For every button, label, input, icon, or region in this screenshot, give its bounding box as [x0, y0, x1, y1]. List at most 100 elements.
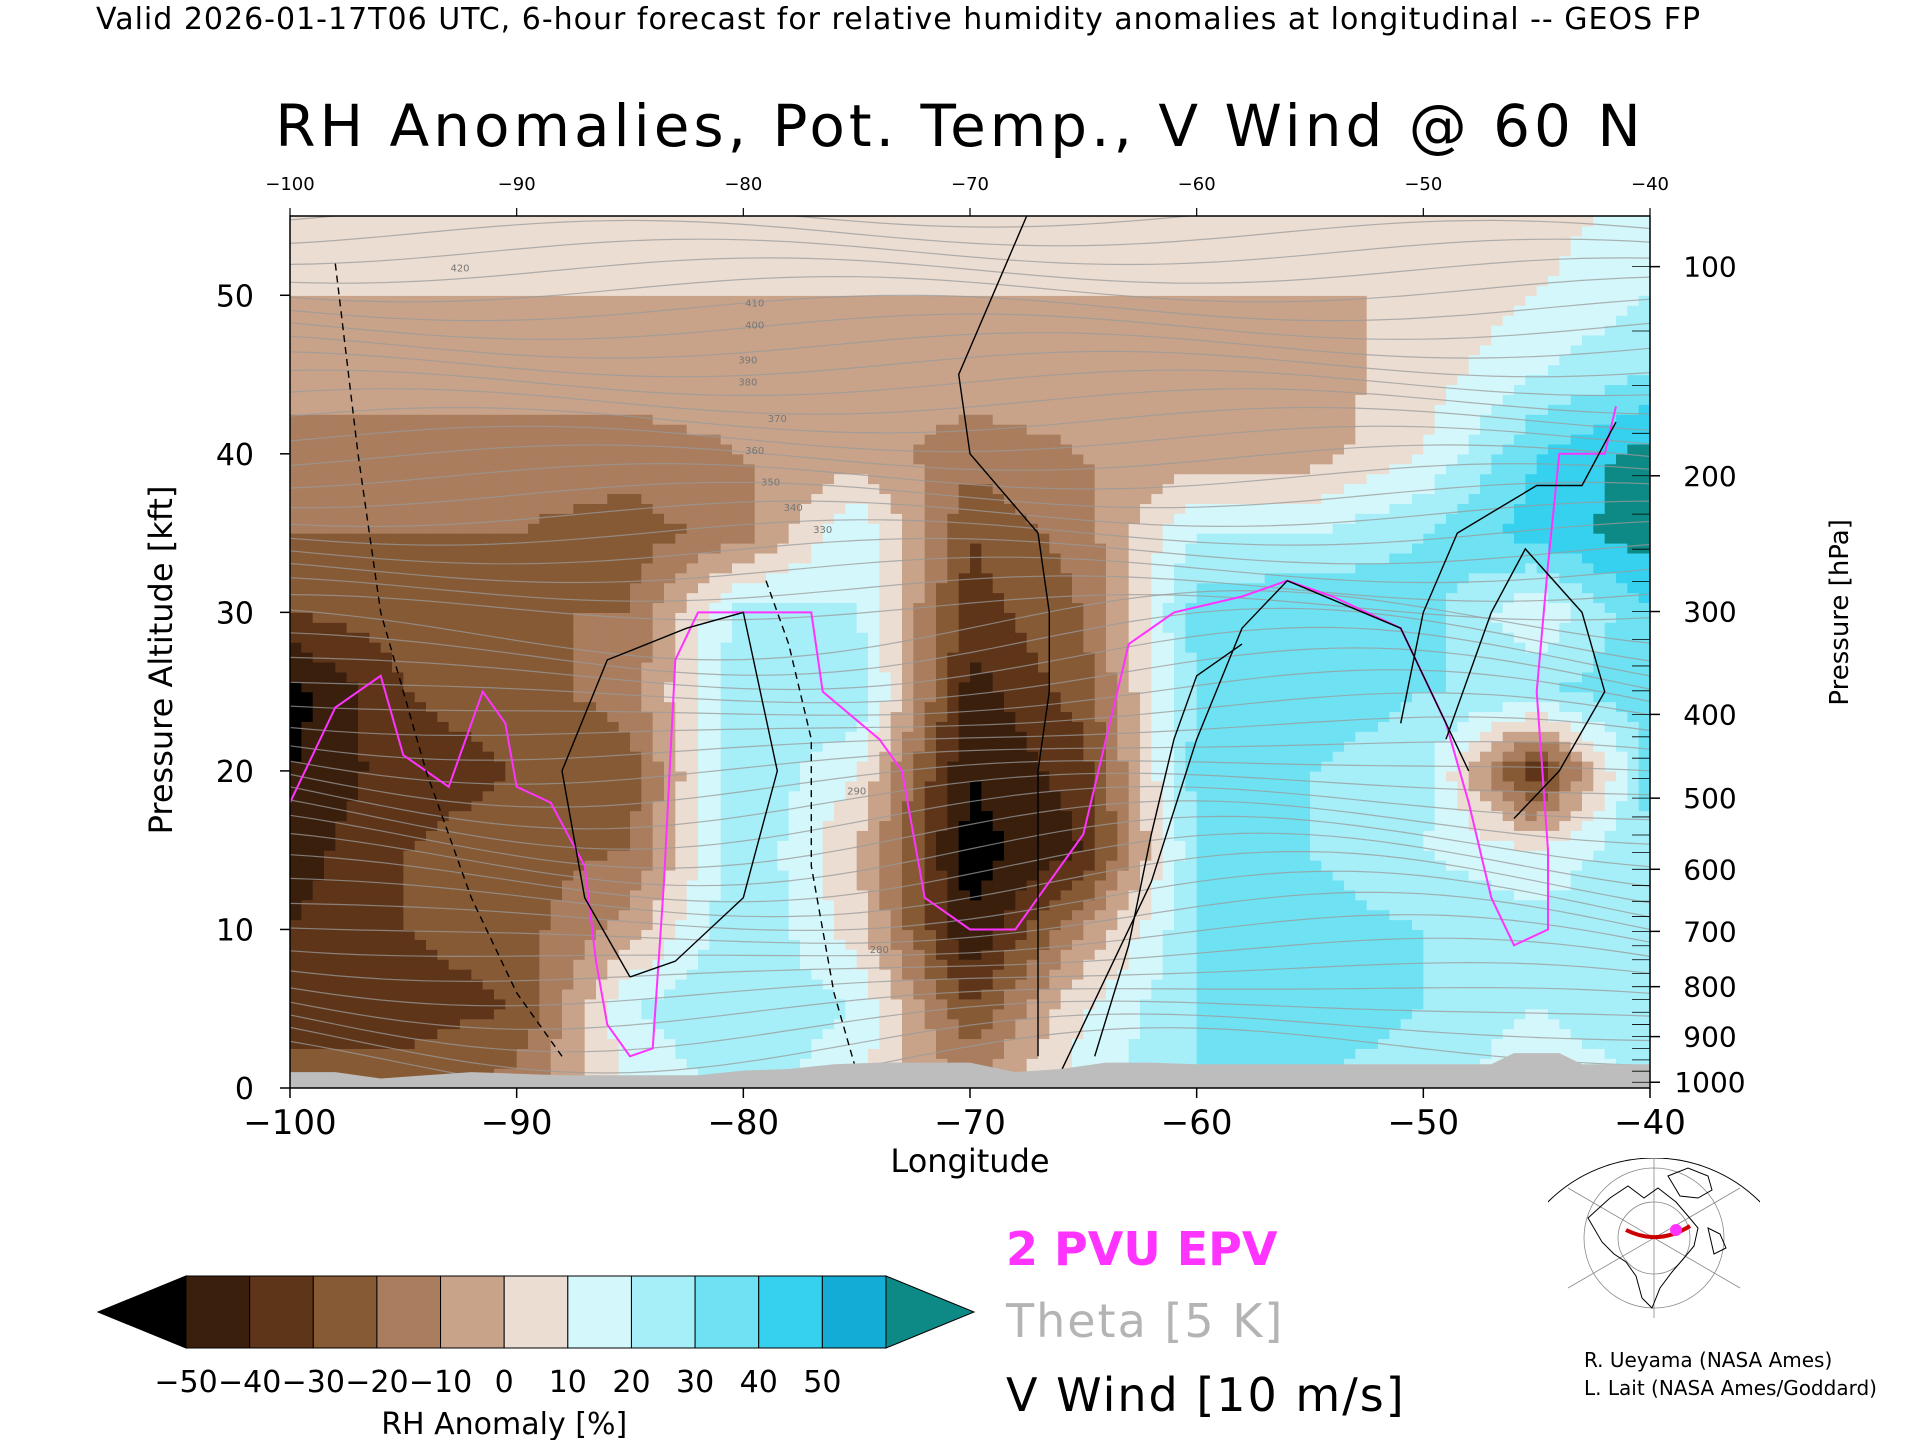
heat-cell: [777, 988, 790, 1000]
heat-cell: [686, 761, 699, 772]
heat-cell: [1355, 770, 1368, 782]
heat-cell: [448, 751, 461, 762]
heat-cell: [1026, 751, 1039, 762]
heat-cell: [664, 959, 676, 970]
heat-cell: [1434, 1008, 1447, 1020]
heat-cell: [924, 681, 937, 693]
heat-cell: [1548, 800, 1560, 812]
heat-cell: [958, 860, 971, 871]
heat-cell: [471, 1028, 484, 1040]
heat-cell: [1162, 879, 1175, 891]
heat-cell: [1276, 770, 1288, 782]
heat-cell: [766, 870, 778, 881]
heat-cell: [380, 761, 393, 772]
heat-cell: [1332, 721, 1345, 732]
heat-cell: [1616, 820, 1628, 831]
heat-cell: [1026, 1018, 1039, 1030]
heat-cell: [1593, 691, 1606, 703]
heat-cell: [392, 899, 404, 911]
heat-cell: [924, 800, 937, 812]
heat-cell: [562, 1048, 574, 1059]
heat-cell: [301, 979, 314, 990]
heat-cell: [766, 671, 778, 683]
heat-cell: [1298, 909, 1311, 921]
heat-cell: [1332, 909, 1345, 921]
heat-cell: [505, 949, 518, 960]
heat-cell: [868, 1028, 880, 1040]
heat-cell: [868, 810, 880, 822]
heat-cell: [369, 741, 382, 752]
heat-cell: [641, 770, 654, 782]
heat-cell: [1389, 840, 1402, 851]
heat-cell: [346, 939, 359, 950]
heat-cell: [1423, 979, 1436, 990]
heat-cell: [1015, 860, 1028, 871]
heat-cell: [1593, 1048, 1606, 1059]
heat-cell: [437, 1008, 450, 1020]
heat-cell: [471, 731, 484, 742]
heat-cell: [1344, 770, 1356, 782]
heat-cell: [1536, 711, 1549, 722]
heat-cell: [1468, 810, 1481, 822]
heat-cell: [1366, 711, 1379, 722]
heat-cell: [1627, 820, 1640, 831]
heat-cell: [630, 1058, 642, 1069]
heat-cell: [392, 701, 404, 713]
heat-cell: [358, 998, 370, 1010]
heat-cell: [1525, 780, 1538, 792]
heat-cell: [516, 979, 529, 990]
heat-cell: [1321, 1048, 1334, 1059]
heat-cell: [1570, 860, 1583, 871]
heat-cell: [1219, 721, 1232, 732]
heat-cell: [1083, 1028, 1096, 1040]
heat-cell: [1457, 919, 1470, 931]
heat-cell: [346, 810, 359, 822]
heat-cell: [766, 731, 778, 742]
heat-cell: [1151, 761, 1164, 772]
heat-cell: [641, 800, 654, 812]
heat-cell: [1128, 711, 1141, 722]
heat-cell: [777, 770, 790, 782]
heat-cell: [845, 1008, 858, 1020]
heat-cell: [494, 1038, 506, 1049]
heat-cell: [1616, 1018, 1628, 1030]
heat-cell: [1049, 899, 1062, 911]
heat-cell: [573, 830, 586, 841]
heat-cell: [1321, 701, 1334, 713]
heat-cell: [868, 919, 880, 931]
heat-cell: [1004, 988, 1016, 1000]
heat-cell: [414, 889, 427, 901]
heat-cell: [754, 909, 767, 921]
heat-cell: [686, 998, 699, 1010]
heat-cell: [992, 988, 1005, 1000]
heat-cell: [1004, 830, 1016, 841]
heat-cell: [1502, 860, 1515, 871]
heat-cell: [675, 1058, 688, 1069]
heat-cell: [1264, 840, 1277, 851]
heat-cell: [1083, 1008, 1096, 1020]
heat-cell: [766, 810, 778, 822]
heat-cell: [1604, 909, 1617, 921]
heat-cell: [290, 711, 302, 722]
heat-cell: [1174, 1038, 1186, 1049]
heat-cell: [1536, 860, 1549, 871]
heat-cell: [1276, 870, 1288, 881]
heat-cell: [902, 988, 914, 1000]
heat-cell: [1514, 790, 1526, 802]
heat-cell: [720, 691, 733, 703]
heat-cell: [494, 998, 506, 1010]
heat-cell: [1366, 691, 1379, 703]
heat-cell: [800, 691, 812, 703]
heat-cell: [1117, 889, 1130, 901]
heat-cell: [1446, 810, 1458, 822]
heat-cell: [1310, 780, 1322, 792]
heat-cell: [335, 1028, 348, 1040]
heat-cell: [358, 810, 370, 822]
heat-cell: [811, 701, 824, 713]
heat-cell: [494, 959, 506, 970]
heat-cell: [1604, 810, 1617, 822]
heat-cell: [834, 790, 846, 802]
heat-cell: [868, 671, 880, 683]
heat-cell: [698, 850, 710, 861]
heat-cell: [528, 820, 540, 831]
